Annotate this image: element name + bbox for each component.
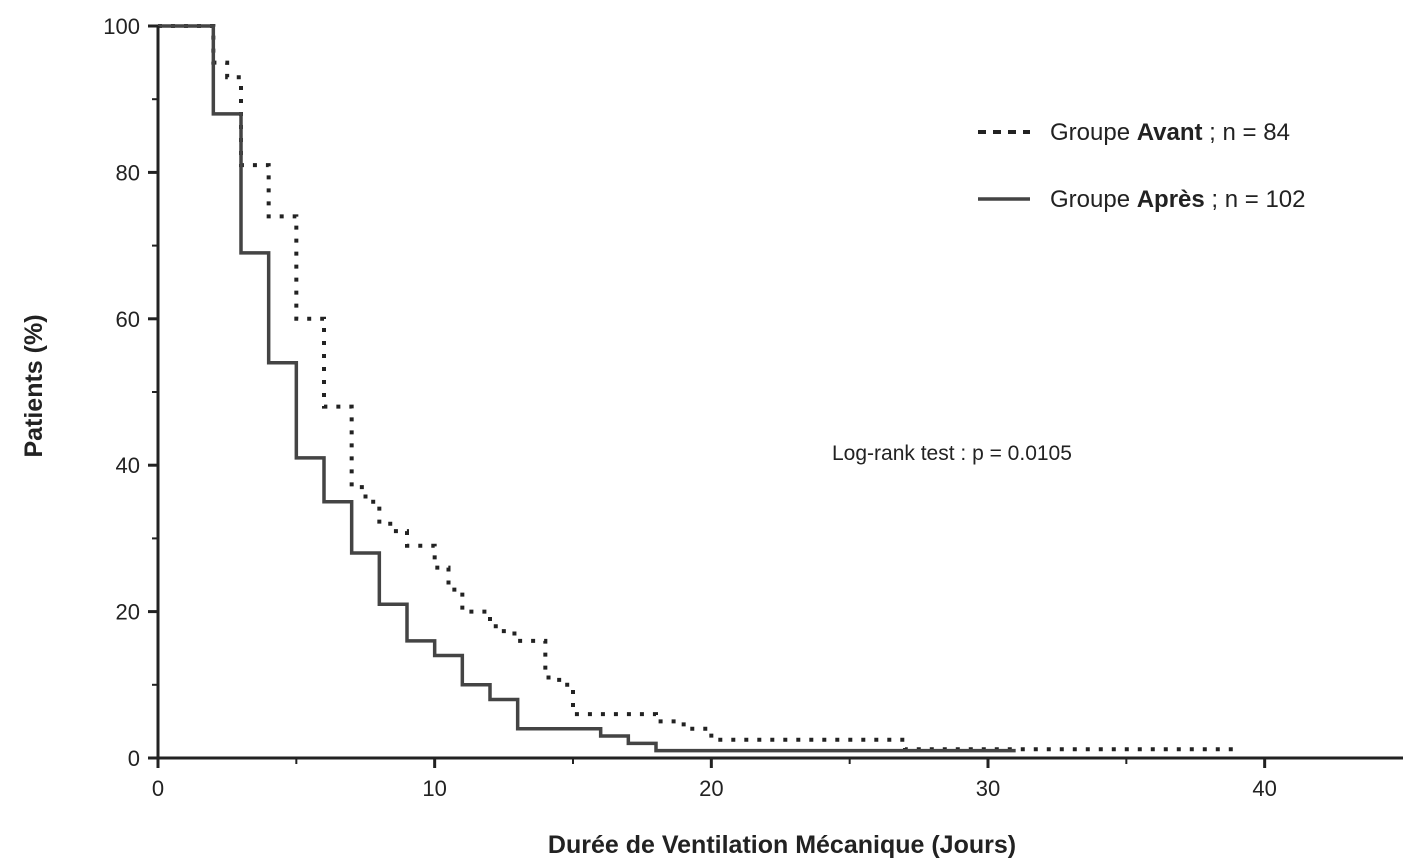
x-tick-label: 0 <box>152 776 164 801</box>
legend-label-apres: Groupe Après ; n = 102 <box>1050 186 1306 213</box>
series-line-avant <box>158 24 1237 752</box>
y-axis-title: Patients (%) <box>20 314 48 457</box>
legend-count: ; n = 84 <box>1203 119 1290 146</box>
series-layer <box>158 24 1237 753</box>
legend-count: ; n = 102 <box>1205 186 1306 213</box>
x-tick-label: 40 <box>1252 776 1276 801</box>
legend-label-avant: Groupe Avant ; n = 84 <box>1050 119 1290 146</box>
x-tick-label: 30 <box>976 776 1000 801</box>
y-tick-label: 20 <box>116 600 140 625</box>
x-tick-label: 20 <box>699 776 723 801</box>
y-tick-label: 40 <box>116 453 140 478</box>
legend-prefix: Groupe <box>1050 186 1137 213</box>
legend-group-name: Avant <box>1137 119 1203 146</box>
legend-prefix: Groupe <box>1050 119 1137 146</box>
y-tick-label: 100 <box>103 14 140 39</box>
logrank-annotation: Log-rank test : p = 0.0105 <box>832 442 1072 465</box>
legend-group-name: Après <box>1137 186 1205 213</box>
y-tick-label: 0 <box>128 746 140 771</box>
y-tick-label: 60 <box>116 307 140 332</box>
axes-layer: 0 10 20 30 40 0 20 40 60 80 100 <box>103 14 1403 801</box>
series-line-apres <box>158 24 1016 753</box>
y-tick-label: 80 <box>116 160 140 185</box>
x-tick-label: 10 <box>422 776 446 801</box>
x-axis-title: Durée de Ventilation Mécanique (Jours) <box>548 831 1016 859</box>
